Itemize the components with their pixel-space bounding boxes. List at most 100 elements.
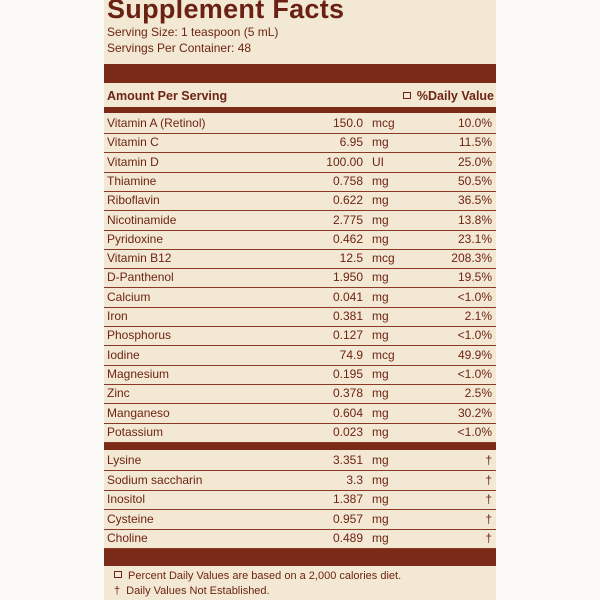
nutrient-daily-value: †: [485, 492, 492, 506]
footnote-dagger: † Daily Values Not Established.: [114, 585, 270, 597]
table-row: Potassium 0.023 mg <1.0%: [104, 423, 496, 443]
servings-per-container: Servings Per Container: 48: [107, 41, 252, 55]
table-row: Calcium 0.041 mg <1.0%: [104, 288, 496, 308]
table-row: Sodium saccharin 3.3 mg †: [104, 471, 496, 491]
daily-value-label: %Daily Value: [416, 89, 494, 103]
nutrient-daily-value: †: [485, 511, 492, 526]
nutrient-amount: 0.023: [332, 424, 363, 439]
square-symbol-icon: [114, 571, 122, 578]
nutrient-amount: 0.195: [332, 366, 363, 381]
nutrient-name: Manganeso: [107, 405, 170, 420]
nutrient-name: Choline: [107, 531, 148, 545]
nutrient-name: Inositol: [107, 492, 146, 506]
nutrient-daily-value: †: [485, 453, 492, 467]
nutrient-unit: mg: [372, 386, 389, 401]
nutrient-unit: mcg: [372, 347, 395, 362]
divider-medium: [104, 107, 496, 113]
nutrient-unit: mcg: [372, 116, 395, 130]
table-row: D-Panthenol 1.950 mg 19.5%: [104, 268, 496, 289]
nutrient-amount: 0.957: [332, 511, 363, 526]
nutrient-daily-value: <1.0%: [457, 328, 492, 343]
supplement-facts-panel: Supplement Facts Serving Size: 1 teaspoo…: [104, 0, 496, 600]
nutrient-name: Cysteine: [107, 511, 154, 526]
nutrient-amount: 1.950: [332, 270, 363, 285]
nutrient-unit: mg: [372, 309, 389, 323]
nutrient-name: Riboflavin: [107, 193, 160, 208]
nutrient-amount: 1.387: [332, 492, 363, 506]
nutrient-name: Lysine: [107, 453, 142, 467]
nutrient-name: Vitamin B12: [107, 251, 172, 266]
nutrient-amount: 12.5: [339, 251, 363, 266]
nutrient-amount: 6.95: [339, 135, 363, 150]
nutrient-unit: UI: [372, 154, 384, 169]
nutrient-amount: 0.758: [332, 173, 363, 188]
table-row: Phosphorus 0.127 mg <1.0%: [104, 326, 496, 347]
table-row: Manganeso 0.604 mg 30.2%: [104, 404, 496, 424]
nutrient-daily-value: 30.2%: [457, 405, 492, 420]
nutrient-unit: mg: [372, 193, 389, 208]
nutrient-name: Vitamin D: [107, 154, 159, 169]
nutrient-daily-value: <1.0%: [457, 289, 492, 304]
table-row: Vitamin B12 12.5 mcg 208.3%: [104, 249, 496, 270]
nutrient-daily-value: 49.9%: [457, 347, 492, 362]
nutrient-amount: 0.378: [332, 386, 363, 401]
divider-medium: [104, 443, 496, 450]
divider-thick: [104, 64, 496, 83]
nutrient-daily-value: 11.5%: [458, 135, 492, 150]
nutrient-daily-value: 36.5%: [457, 193, 492, 208]
nutrient-amount: 0.127: [332, 328, 363, 343]
nutrient-unit: mg: [372, 289, 389, 304]
nutrient-name: Iron: [107, 309, 128, 323]
nutrient-name: Phosphorus: [107, 328, 172, 343]
nutrient-unit: mg: [372, 492, 389, 506]
square-symbol-icon: [402, 92, 411, 99]
nutrient-daily-value: 19.5%: [457, 270, 492, 285]
nutrient-daily-value: †: [485, 531, 492, 545]
nutrient-amount: 2.775: [332, 212, 363, 227]
nutrient-daily-value: †: [485, 472, 492, 487]
divider-thick: [104, 549, 496, 566]
table-row: Vitamin A (Retinol) 150.0 mcg 10.0%: [104, 114, 496, 134]
nutrient-daily-value: <1.0%: [457, 366, 492, 381]
nutrient-name: Iodine: [107, 347, 140, 362]
nutrient-unit: mg: [372, 173, 389, 188]
nutrient-daily-value: 2.1%: [464, 309, 492, 323]
nutrient-unit: mg: [372, 328, 389, 343]
nutrient-name: Calcium: [107, 289, 151, 304]
nutrient-name: Potassium: [107, 424, 164, 439]
footnote-percent-text: Percent Daily Values are based on a 2,00…: [128, 570, 402, 582]
nutrient-amount: 0.622: [332, 193, 363, 208]
nutrient-amount: 150.0: [332, 116, 363, 130]
nutrient-name: Sodium saccharin: [107, 472, 203, 487]
nutrient-daily-value: <1.0%: [457, 424, 492, 439]
table-row: Cysteine 0.957 mg †: [104, 510, 496, 530]
nutrient-unit: mg: [372, 531, 389, 545]
dagger-icon: †: [114, 585, 121, 597]
nutrient-name: Magnesium: [107, 366, 170, 381]
nutrient-daily-value: 208.3%: [451, 251, 492, 266]
nutrient-amount: 3.351: [332, 453, 363, 467]
serving-size: Serving Size: 1 teaspoon (5 mL): [107, 25, 279, 39]
nutrient-unit: mg: [372, 453, 389, 467]
amount-per-serving-header: Amount Per Serving: [107, 89, 228, 103]
table-row: Riboflavin 0.622 mg 36.5%: [104, 191, 496, 212]
nutrient-name: Vitamin C: [107, 135, 159, 150]
nutrient-unit: mg: [372, 366, 389, 381]
nutrient-amount: 3.3: [346, 472, 363, 487]
nutrient-amount: 0.489: [332, 531, 363, 545]
footnote-dagger-text: Daily Values Not Established.: [126, 585, 270, 597]
nutrient-name: Thiamine: [107, 173, 157, 188]
nutrient-unit: mg: [372, 405, 389, 420]
nutrient-unit: mg: [372, 472, 389, 487]
nutrient-name: D-Panthenol: [107, 270, 174, 285]
nutrient-amount: 0.381: [332, 309, 363, 323]
nutrient-name: Pyridoxine: [107, 231, 164, 246]
title: Supplement Facts: [107, 0, 345, 24]
daily-value-header: %Daily Value: [402, 89, 494, 103]
nutrient-daily-value: 13.8%: [457, 212, 492, 227]
nutrient-name: Vitamin A (Retinol): [107, 116, 206, 130]
nutrient-name: Zinc: [107, 386, 130, 401]
footnote-percent: Percent Daily Values are based on a 2,00…: [114, 570, 401, 582]
table-row: Lysine 3.351 mg †: [104, 451, 496, 471]
nutrient-unit: mg: [372, 424, 389, 439]
